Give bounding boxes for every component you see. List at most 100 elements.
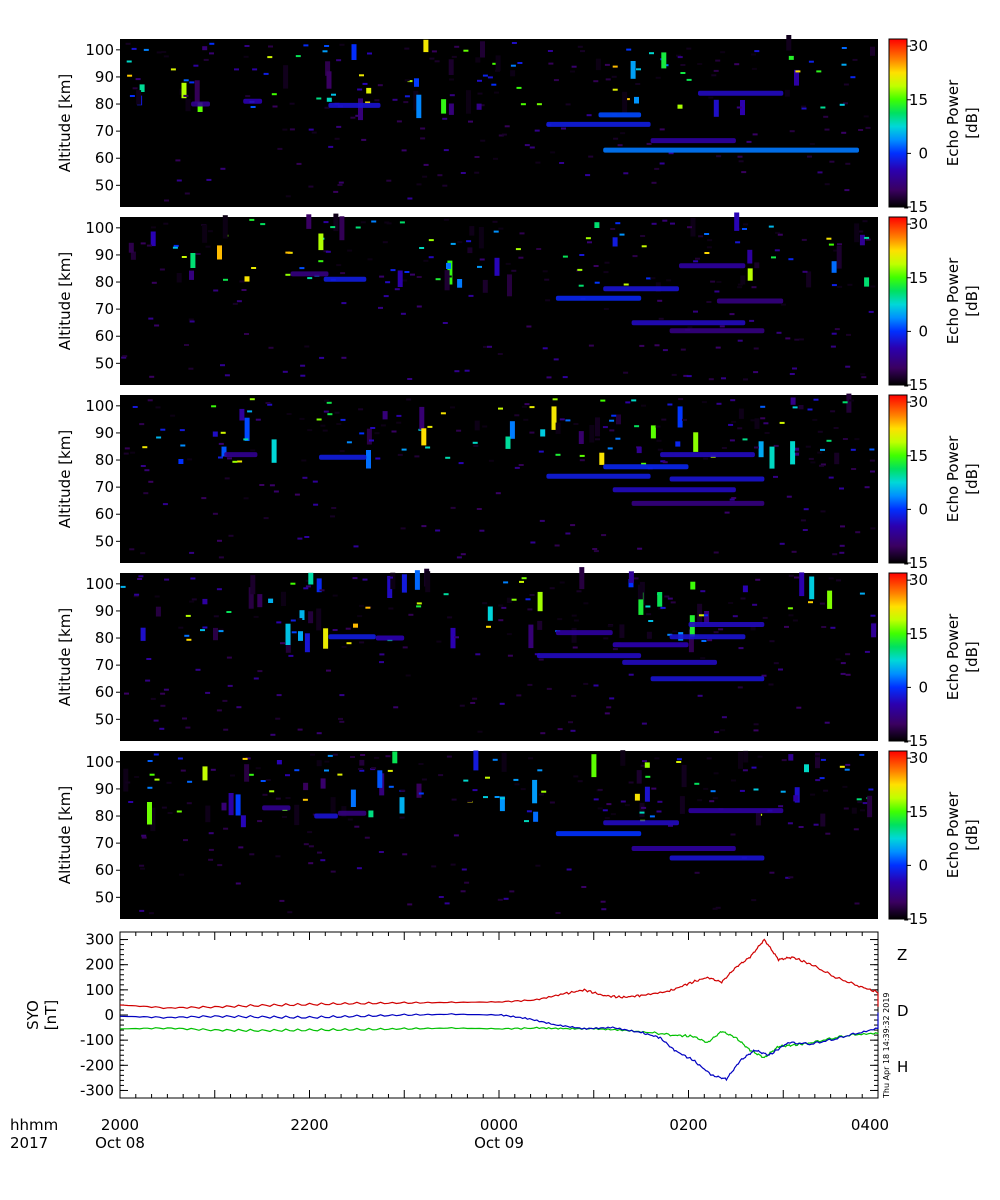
noise-speck xyxy=(537,769,543,772)
noise-speck xyxy=(241,289,247,291)
echo-layer xyxy=(650,676,765,682)
noise-speck xyxy=(265,779,271,781)
noise-speck xyxy=(279,899,285,902)
noise-speck xyxy=(276,760,282,765)
noise-speck xyxy=(581,886,587,888)
noise-speck xyxy=(423,163,429,166)
noise-speck xyxy=(821,626,827,628)
noise-speck xyxy=(809,143,815,145)
echo-layer xyxy=(631,500,765,506)
noise-speck xyxy=(197,102,203,112)
noise-speck xyxy=(737,155,743,158)
noise-speck xyxy=(803,508,809,511)
noise-speck xyxy=(572,646,578,649)
noise-speck xyxy=(869,459,875,462)
colorbar-tick-label: -15 xyxy=(904,376,929,394)
noise-speck xyxy=(820,463,826,466)
noise-speck xyxy=(562,255,568,258)
noise-speck xyxy=(820,758,826,761)
x-tick-label-0200: 0200 xyxy=(669,1116,707,1134)
noise-speck xyxy=(656,810,662,813)
noise-speck xyxy=(754,50,760,53)
noise-speck xyxy=(760,405,766,408)
noise-speck xyxy=(414,570,420,590)
noise-speck xyxy=(540,429,546,437)
x-date-label-oct09: Oct 09 xyxy=(474,1134,524,1152)
noise-speck xyxy=(676,761,682,763)
noise-speck xyxy=(693,260,699,263)
noise-speck xyxy=(451,55,457,58)
noise-speck xyxy=(620,132,626,135)
noise-speck xyxy=(260,223,266,226)
noise-speck xyxy=(316,760,322,767)
noise-speck xyxy=(210,768,216,771)
noise-speck xyxy=(477,92,483,95)
noise-speck xyxy=(161,806,167,809)
legend-d: D xyxy=(897,1002,909,1020)
noise-speck xyxy=(148,317,154,320)
noise-speck xyxy=(450,627,456,649)
noise-speck xyxy=(390,572,396,590)
y-axis-label-4: Altitude [km] xyxy=(56,608,74,706)
noise-speck xyxy=(683,374,689,377)
noise-speck xyxy=(712,797,718,800)
echo-layer xyxy=(631,320,746,326)
noise-speck xyxy=(634,425,640,428)
noise-speck xyxy=(651,181,657,184)
noise-speck xyxy=(750,625,756,631)
noise-speck xyxy=(167,812,173,814)
mag-series-d xyxy=(119,1026,879,1059)
noise-speck xyxy=(593,798,599,801)
noise-speck xyxy=(754,418,760,429)
noise-speck xyxy=(792,619,798,622)
noise-speck xyxy=(677,56,683,59)
noise-speck xyxy=(619,233,625,236)
noise-speck xyxy=(498,407,503,410)
noise-speck xyxy=(639,811,645,814)
noise-speck xyxy=(359,769,365,772)
noise-speck xyxy=(524,820,529,823)
y-tick-label: 100 xyxy=(85,575,114,593)
noise-speck xyxy=(698,235,704,238)
noise-speck xyxy=(483,345,488,348)
noise-speck xyxy=(548,62,554,65)
noise-speck xyxy=(499,796,505,812)
noise-speck xyxy=(854,438,860,441)
echo-layer xyxy=(612,487,736,493)
mag-series-z xyxy=(119,938,879,1010)
noise-speck xyxy=(855,531,861,534)
time-axis-label-hhmm: hhmm xyxy=(10,1116,58,1134)
colorbar-label-top-5: Echo Power xyxy=(944,791,962,878)
noise-speck xyxy=(323,221,329,224)
noise-speck xyxy=(640,764,646,767)
y-tick-label: 70 xyxy=(95,300,114,318)
noise-speck xyxy=(244,764,250,782)
noise-speck xyxy=(600,900,606,903)
noise-speck xyxy=(228,793,234,816)
noise-speck xyxy=(778,668,783,671)
noise-speck xyxy=(519,232,525,235)
noise-speck xyxy=(628,571,634,583)
noise-speck xyxy=(666,279,672,282)
noise-speck xyxy=(149,773,155,776)
noise-speck xyxy=(282,816,287,818)
noise-speck xyxy=(671,373,677,376)
noise-speck xyxy=(359,759,365,766)
noise-speck xyxy=(242,757,248,760)
noise-speck xyxy=(642,760,647,763)
y-tick-label: 80 xyxy=(95,807,114,825)
noise-speck xyxy=(404,79,410,82)
noise-speck xyxy=(194,80,200,104)
mag-y-tick-label: 100 xyxy=(85,981,114,999)
noise-speck xyxy=(654,344,660,347)
noise-speck xyxy=(320,859,326,862)
noise-speck xyxy=(313,503,319,506)
noise-speck xyxy=(341,356,347,359)
noise-speck xyxy=(864,277,870,287)
noise-speck xyxy=(253,677,259,680)
noise-speck xyxy=(657,299,663,302)
noise-speck xyxy=(728,602,734,604)
noise-speck xyxy=(570,729,576,732)
noise-speck xyxy=(509,890,515,893)
noise-speck xyxy=(297,618,303,621)
